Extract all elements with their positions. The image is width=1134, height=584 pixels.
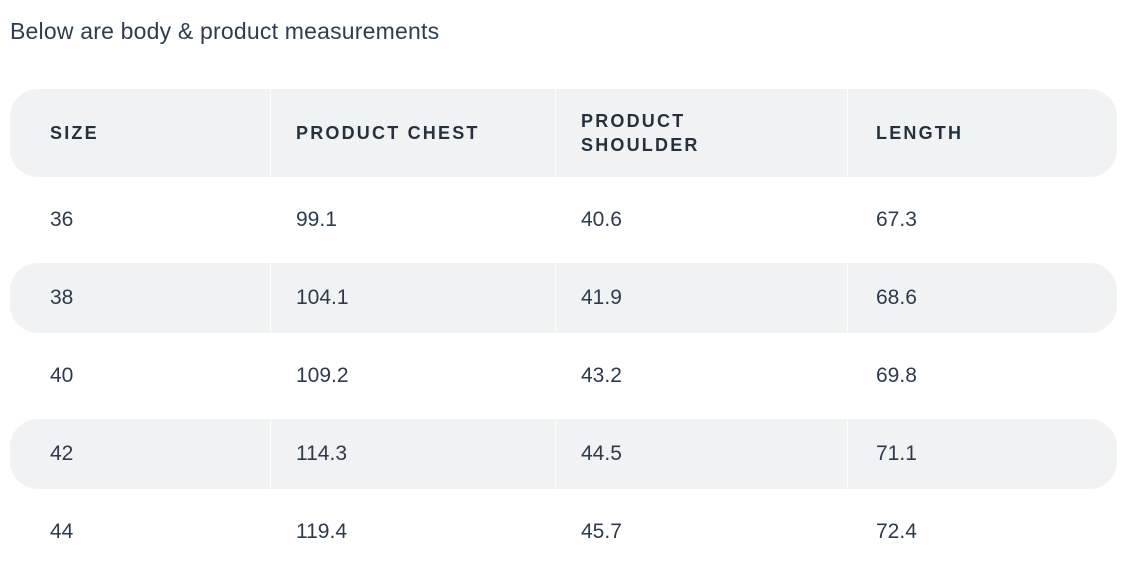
table-row-size-38: 38 104.1 41.9 68.6: [10, 263, 1117, 333]
cell-length: 71.1: [847, 419, 1117, 489]
column-header-product-shoulder: PRODUCT SHOULDER: [555, 89, 847, 177]
cell-product-chest: 104.1: [270, 263, 555, 333]
cell-product-chest: 114.3: [270, 419, 555, 489]
cell-size: 40: [50, 364, 74, 387]
cell-product-shoulder: 40.6: [555, 185, 847, 255]
cell-product-shoulder: 44.5: [555, 419, 847, 489]
cell-size: 44: [50, 520, 74, 543]
measurements-table: SIZE PRODUCT CHEST PRODUCT SHOULDER LENG…: [10, 81, 1117, 575]
column-header-label: PRODUCT SHOULDER: [581, 111, 700, 155]
column-header-label: PRODUCT CHEST: [296, 123, 480, 143]
table-row-size-44: 44 119.4 45.7 72.4: [10, 497, 1117, 567]
cell-product-chest: 99.1: [270, 185, 555, 255]
column-header-product-chest: PRODUCT CHEST: [270, 89, 555, 177]
cell-size: 36: [50, 208, 74, 231]
cell-product-shoulder: 41.9: [555, 263, 847, 333]
cell-length: 69.8: [847, 341, 1117, 411]
column-header-length: LENGTH: [847, 89, 1117, 177]
column-header-label: LENGTH: [876, 123, 964, 143]
cell-product-shoulder: 43.2: [555, 341, 847, 411]
cell-product-chest: 119.4: [270, 497, 555, 567]
table-row-size-42: 42 114.3 44.5 71.1: [10, 419, 1117, 489]
cell-length: 67.3: [847, 185, 1117, 255]
cell-length: 68.6: [847, 263, 1117, 333]
cell-product-chest: 109.2: [270, 341, 555, 411]
cell-size: 42: [10, 419, 270, 489]
cell-length: 72.4: [847, 497, 1117, 567]
table-row-size-36: 36 99.1 40.6 67.3: [10, 185, 1117, 255]
cell-size: 38: [10, 263, 270, 333]
cell-product-shoulder: 45.7: [555, 497, 847, 567]
column-header-label: SIZE: [50, 123, 99, 143]
column-header-size: SIZE: [10, 89, 270, 177]
table-header-row: SIZE PRODUCT CHEST PRODUCT SHOULDER LENG…: [10, 89, 1117, 177]
measurements-note: Below are body & product measurements: [10, 18, 440, 44]
table-row-size-40: 40 109.2 43.2 69.8: [10, 341, 1117, 411]
